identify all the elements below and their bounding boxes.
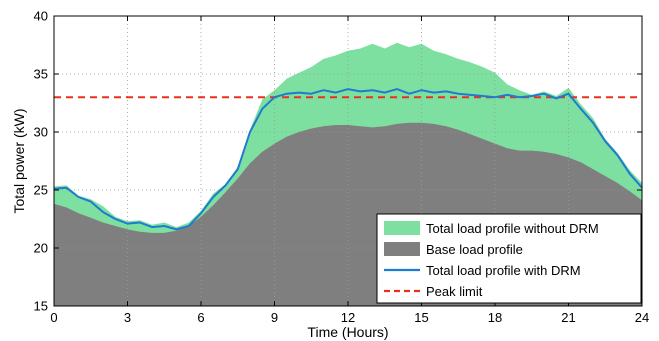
legend-label-without-drm: Total load profile without DRM [426,221,599,236]
x-tick-label: 15 [414,310,428,325]
x-tick-label: 12 [341,310,355,325]
grid-layer [54,16,642,306]
x-tick-label: 21 [561,310,575,325]
x-tick-label: 6 [197,310,204,325]
x-tick-label: 9 [271,310,278,325]
ticks-layer: 0 3 6 9 12 15 18 21 24 15 20 25 30 35 40 [34,9,650,326]
y-tick-label: 15 [34,299,48,314]
y-tick-label: 25 [34,183,48,198]
x-tick-label: 0 [50,310,57,325]
y-tick-label: 35 [34,67,48,82]
x-tick-label: 24 [635,310,649,325]
lines-layer [53,88,643,231]
legend: Total load profile without DRM Base load… [376,213,642,304]
x-tick-label: 18 [488,310,502,325]
legend-swatch-without-drm [384,221,420,235]
y-tick-label: 20 [34,241,48,256]
legend-label-base: Base load profile [426,242,523,257]
x-axis-label: Time (Hours) [307,324,388,340]
with-drm-line [53,88,643,231]
legend-label-peak: Peak limit [426,284,483,299]
y-axis-label: Total power (kW) [11,108,27,213]
legend-swatch-base [384,242,420,256]
x-tick-label: 3 [124,310,131,325]
y-tick-label: 30 [34,125,48,140]
legend-label-with-drm: Total load profile with DRM [426,263,581,278]
y-tick-label: 40 [34,9,48,24]
legend-box [376,213,642,304]
